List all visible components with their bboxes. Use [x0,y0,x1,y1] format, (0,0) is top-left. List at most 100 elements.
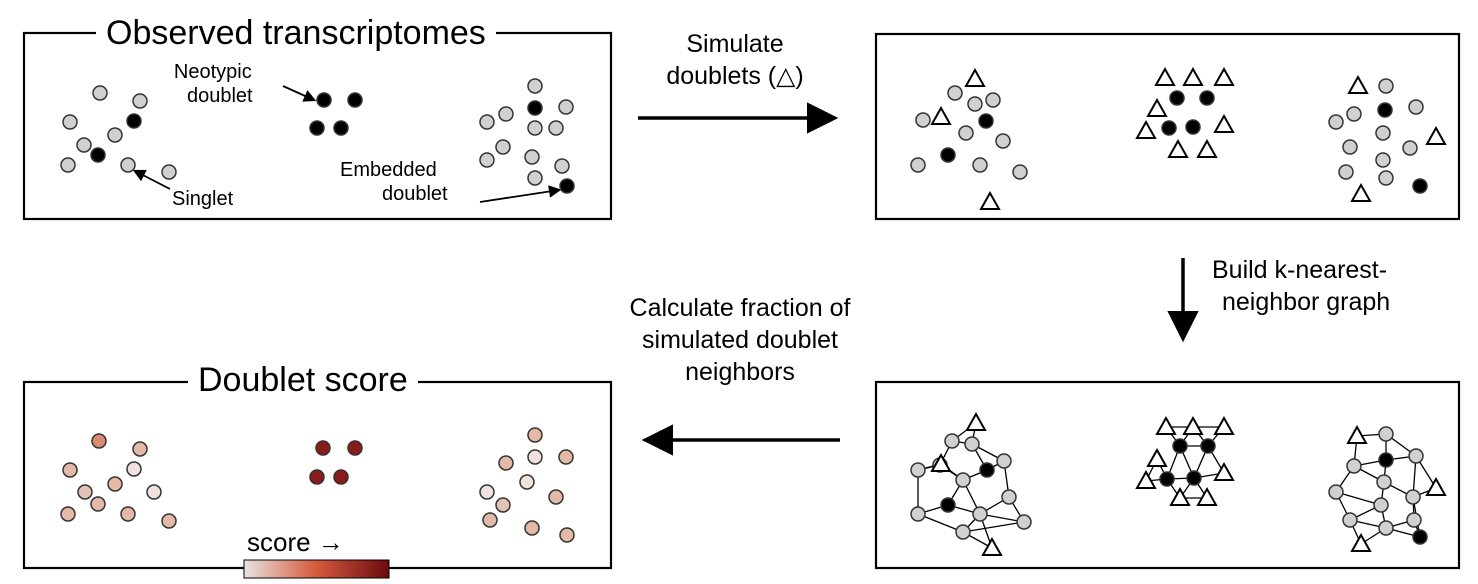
scored-cell [126,461,142,477]
observed-singlet-cell [527,120,543,136]
simulated-doublet-triangle [1425,476,1447,496]
observed-doublet-cell [527,100,543,116]
observed-singlet-cell [132,93,148,109]
observed-doublet-cell [1185,119,1201,135]
simulated-doublet-triangle [965,411,987,431]
scored-cell [60,506,76,522]
graph-singlet-cell [944,433,960,449]
observed-singlet-cell [548,120,564,136]
knn-edge [1335,491,1382,506]
graph-doublet-cell [940,497,956,513]
observed-doublet-cell [333,120,349,136]
simulated-doublet-triangle [1350,182,1372,202]
observed-singlet-cell [995,133,1011,149]
pointer-neotypic [282,85,317,102]
observed-singlet-cell [910,157,926,173]
scored-cell [132,441,148,457]
observed-doublet-cell [1169,90,1185,106]
step-calculate-fraction: Calculate fraction of simulated doublet … [629,294,851,386]
simulated-doublet-triangle [981,536,1003,556]
cells-layer [60,66,1447,556]
graph-singlet-cell [1346,458,1362,474]
simulated-doublet-triangle [1196,486,1218,506]
scored-cell [107,476,123,492]
scored-cell [548,489,564,505]
observed-singlet-cell [1378,170,1394,186]
scored-cell [161,513,177,529]
observed-doublet-cell [940,147,956,163]
observed-doublet-cell [559,178,575,194]
observed-singlet-cell [527,170,543,186]
scored-cell [527,427,543,443]
scored-cell [315,440,331,456]
observed-singlet-cell [1012,164,1028,180]
observed-singlet-cell [92,85,108,101]
simulated-doublet-triangle [1213,113,1235,133]
panel-simulated [874,32,1461,221]
observed-singlet-cell [524,149,540,165]
observed-singlet-cell [1402,140,1418,156]
observed-singlet-cell [495,139,511,155]
simulated-doublet-triangle [1347,74,1369,94]
observed-singlet-cell [1346,106,1362,122]
scored-cell [90,496,106,512]
graph-singlet-cell [1016,514,1032,530]
simulated-doublet-triangle [1182,66,1204,86]
graph-singlet-cell [1405,489,1421,505]
graph-doublet-cell [1186,470,1202,486]
simulated-doublet-triangle [930,452,952,472]
panel-title-observed: Observed transcriptomes [96,13,496,53]
knn-edge [917,513,964,533]
observed-singlet-cell [1378,78,1394,94]
simulated-doublet-triangle [1146,97,1168,117]
step-build-knn-graph: Build k-nearest- neighbor graph [1212,256,1391,316]
observed-singlet-cell [1375,152,1391,168]
panel-title-doublet-score: Doublet score [188,360,418,400]
observed-doublet-cell [1199,90,1215,106]
scored-cell [479,484,495,500]
observed-singlet-cell [1328,114,1344,130]
graph-singlet-cell [1376,474,1392,490]
score-legend-label: score → [243,527,348,557]
observed-doublet-cell [978,113,994,129]
panel-knn-graph [874,380,1461,570]
observed-singlet-cell [498,106,514,122]
graph-singlet-cell [1406,512,1422,528]
scored-cell [120,506,136,522]
graph-singlet-cell [1001,489,1017,505]
scored-cell [495,497,511,513]
simulated-doublet-triangle [1167,138,1189,158]
scored-cell [519,474,535,490]
observed-singlet-cell [915,112,931,128]
simulated-doublet-triangle [1425,125,1447,145]
graph-singlet-cell [1373,497,1389,513]
observed-singlet-cell [985,92,1001,108]
observed-singlet-cell [62,114,78,130]
simulated-doublet-triangle [1146,447,1168,467]
observed-singlet-cell [479,114,495,130]
step-simulate-doublets: Simulate doublets (△) [666,30,804,90]
scored-cell [482,512,498,528]
scored-cell [558,449,574,465]
graph-singlet-cell [1408,448,1424,464]
graph-doublet-cell [1378,452,1394,468]
simulated-doublet-triangle [1213,66,1235,86]
observed-singlet-cell [1338,164,1354,180]
scored-cell [62,462,78,478]
simulated-doublet-triangle [1213,461,1235,481]
graph-doublet-cell [1412,529,1428,545]
graph-doublet-cell [1172,438,1188,454]
graph-doublet-cell [1200,438,1216,454]
simulated-doublet-triangle [1169,486,1191,506]
scored-cell [309,469,325,485]
observed-doublet-cell [309,120,325,136]
graph-singlet-cell [972,506,988,522]
pointer-embedded [479,185,562,203]
graph-singlet-cell [1342,512,1358,528]
observed-singlet-cell [60,157,76,173]
score-gradient-bar [243,559,390,579]
observed-doublet-cell [1377,102,1393,118]
observed-doublet-cell [1161,120,1177,136]
